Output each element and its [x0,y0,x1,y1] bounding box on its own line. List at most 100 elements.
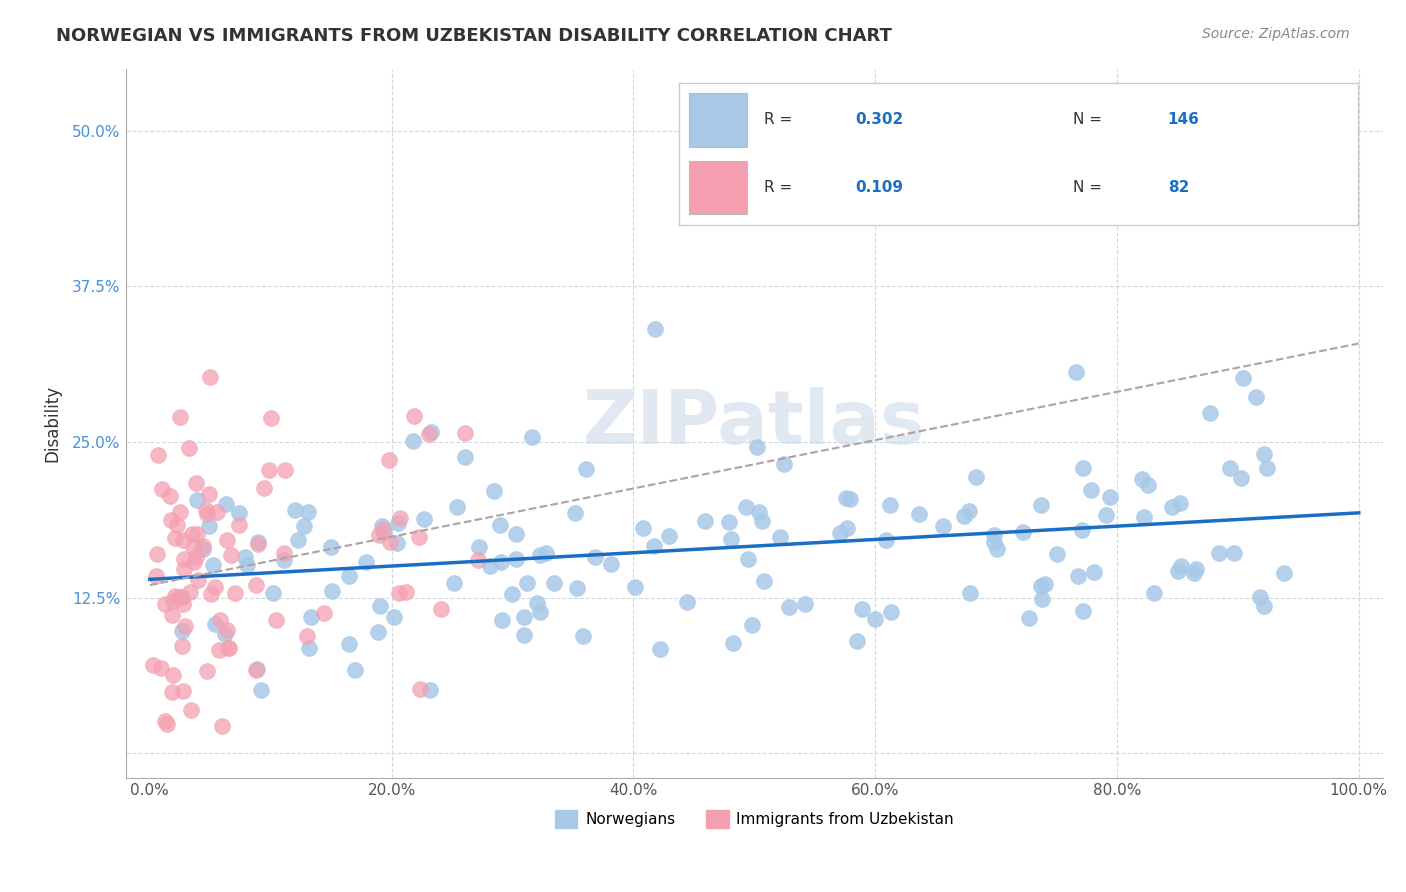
Point [835,521,858,535]
Point [721,636,744,650]
Point [534,546,557,560]
Point [377,452,399,467]
Point [299,610,322,624]
Point [180,702,202,716]
Point [863,612,886,626]
Legend: Norwegians, Immigrants from Uzbekistan: Norwegians, Immigrants from Uzbekistan [548,804,960,834]
Point [526,596,548,610]
Text: Source: ZipAtlas.com: Source: ZipAtlas.com [1202,27,1350,41]
Point [488,518,510,533]
Point [467,553,489,567]
Point [205,505,228,519]
Point [1071,461,1094,475]
Point [718,516,741,530]
Point [295,629,318,643]
Point [371,518,394,533]
Point [337,569,360,583]
Point [172,684,194,698]
Point [420,425,443,440]
Point [1170,559,1192,574]
Point [1083,565,1105,579]
Point [1182,566,1205,580]
Point [1253,599,1275,613]
Point [983,527,1005,541]
Point [1219,460,1241,475]
Point [1232,371,1254,385]
Point [846,634,869,648]
Point [1133,509,1156,524]
Point [160,607,183,622]
Point [388,511,411,525]
Point [146,547,169,561]
Point [564,506,586,520]
Point [412,512,434,526]
Point [180,527,202,541]
Point [720,532,742,546]
Point [1029,498,1052,512]
Point [264,613,287,627]
Point [142,657,165,672]
Point [1199,406,1222,420]
Point [1046,547,1069,561]
Point [1166,564,1188,578]
Point [195,664,218,678]
Point [418,427,440,442]
Point [235,550,257,565]
Point [395,585,418,599]
Point [769,530,792,544]
Point [186,526,208,541]
Point [150,661,173,675]
Point [224,586,246,600]
Point [1136,477,1159,491]
Point [516,576,538,591]
Point [748,505,770,519]
Point [321,584,343,599]
Point [478,558,501,573]
Point [953,508,976,523]
Point [236,558,259,572]
Point [644,321,666,335]
Point [1223,546,1246,560]
Point [298,640,321,655]
Point [367,624,389,639]
Point [262,586,284,600]
Point [314,607,336,621]
Point [169,590,191,604]
Point [443,575,465,590]
Point [162,685,184,699]
Point [228,506,250,520]
Point [172,590,194,604]
Point [208,643,231,657]
Point [215,497,238,511]
Point [170,624,193,638]
Point [529,548,551,562]
Text: NORWEGIAN VS IMMIGRANTS FROM UZBEKISTAN DISABILITY CORRELATION CHART: NORWEGIAN VS IMMIGRANTS FROM UZBEKISTAN … [56,27,893,45]
Point [734,500,756,514]
Point [228,518,250,533]
Point [217,533,239,547]
Point [1272,566,1295,580]
Point [505,552,527,566]
Point [183,555,205,569]
Point [191,539,214,553]
Point [204,616,226,631]
Point [1249,590,1271,604]
Point [184,550,207,565]
Point [505,527,527,541]
Point [173,619,195,633]
Point [172,533,194,548]
Point [169,410,191,425]
Point [543,575,565,590]
Point [454,425,477,440]
Point [1244,390,1267,404]
Point [165,531,187,545]
Point [145,569,167,583]
Point [430,602,453,616]
Point [675,595,697,609]
Point [273,553,295,567]
Y-axis label: Disability: Disability [44,384,60,462]
Point [173,551,195,566]
Point [214,627,236,641]
Point [247,537,270,551]
Point [747,440,769,454]
